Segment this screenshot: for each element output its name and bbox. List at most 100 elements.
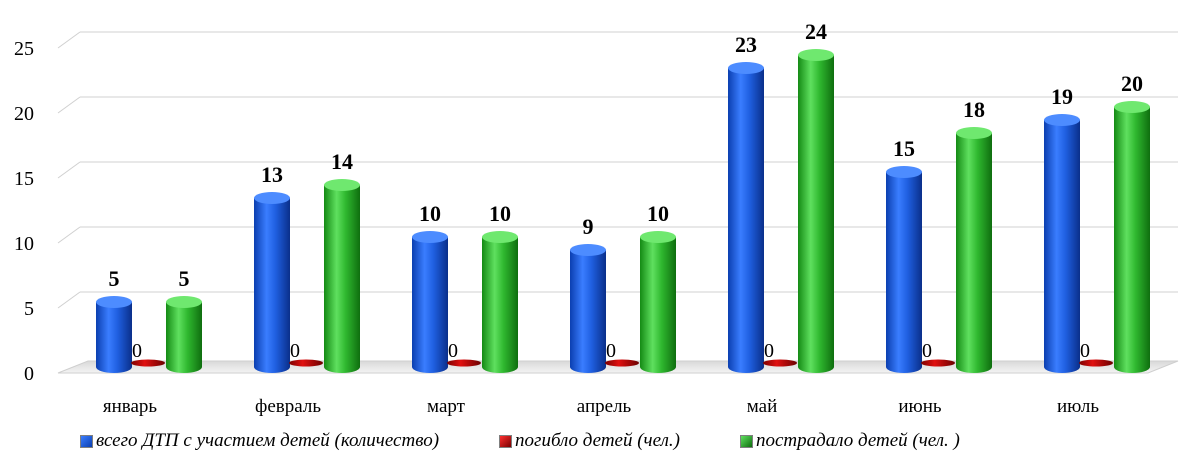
data-label-total: 10 — [419, 201, 441, 226]
gridline-side — [57, 226, 81, 244]
bar-total-cap — [886, 166, 922, 178]
data-label-injured: 18 — [963, 97, 985, 122]
legend-label-injured: пострадало детей (чел. ) — [755, 430, 960, 451]
bar-total — [1044, 114, 1080, 373]
bar-injured-cap — [324, 179, 360, 191]
bar-injured — [798, 49, 834, 373]
bar-died — [289, 359, 323, 367]
bar-injured — [166, 296, 202, 373]
legend-item-total: всего ДТП с участием детей (количество) — [80, 430, 439, 452]
bar-total-cap — [728, 62, 764, 74]
bar-total-body — [570, 250, 606, 373]
data-label-died: 0 — [922, 340, 932, 362]
data-label-total: 5 — [109, 266, 120, 291]
data-label-died: 0 — [606, 340, 616, 362]
bar-injured-cap — [956, 127, 992, 139]
data-label-died: 0 — [448, 340, 458, 362]
y-tick-label: 20 — [14, 103, 34, 125]
bar-total — [96, 296, 132, 373]
bar-died — [1079, 359, 1113, 367]
data-label-injured: 5 — [179, 266, 190, 291]
bar-total-body — [1044, 120, 1080, 373]
bar-injured-cap — [166, 296, 202, 308]
data-label-injured: 10 — [647, 201, 669, 226]
legend-item-died: погибло детей (чел.) — [499, 430, 680, 452]
data-label-died: 0 — [764, 340, 774, 362]
bar-injured — [1114, 101, 1150, 373]
legend-item-injured: пострадало детей (чел. ) — [739, 430, 960, 452]
bar-injured-body — [956, 133, 992, 373]
bar-injured — [482, 231, 518, 373]
bar-died — [447, 359, 481, 367]
data-label-injured: 20 — [1121, 71, 1143, 96]
data-labels: 5 0 5 13 0 14 10 0 10 9 0 10 23 0 24 15 0 18 19 0 20 — [109, 19, 1144, 362]
legend-label-total: всего ДТП с участием детей (количество) — [96, 430, 440, 451]
bar-total-cap — [1044, 114, 1080, 126]
bars — [96, 49, 1150, 373]
bar-total-cap — [96, 296, 132, 308]
bar-injured — [324, 179, 360, 373]
legend-swatch-green — [739, 434, 753, 448]
data-label-died: 0 — [1080, 340, 1090, 362]
bar-total — [570, 244, 606, 373]
x-axis-ticks: январь февраль март апрель май июнь июль — [103, 396, 1099, 417]
legend-swatch-red — [499, 434, 513, 448]
bar-total — [728, 62, 764, 373]
bar-injured-cap — [798, 49, 834, 61]
data-label-died: 0 — [290, 340, 300, 362]
data-label-total: 15 — [893, 136, 915, 161]
bar-injured-cap — [1114, 101, 1150, 113]
bar-total-cap — [570, 244, 606, 256]
data-label-died: 0 — [132, 340, 142, 362]
gridline-side — [57, 96, 81, 114]
data-label-injured: 14 — [331, 149, 353, 174]
y-tick-label: 15 — [14, 168, 34, 190]
x-tick-label: май — [747, 396, 778, 417]
bar-total — [254, 192, 290, 373]
bar-died — [605, 359, 639, 367]
bar-injured-body — [482, 237, 518, 373]
bar-total-body — [412, 237, 448, 373]
data-label-total: 9 — [583, 214, 594, 239]
data-label-total: 19 — [1051, 84, 1073, 109]
gridlines — [57, 31, 1178, 309]
bar-total — [412, 231, 448, 373]
y-axis-ticks: 0 5 10 15 20 25 — [14, 38, 34, 385]
gridline-side — [57, 291, 81, 309]
y-tick-label: 25 — [14, 38, 34, 60]
bar-injured-cap — [640, 231, 676, 243]
bar-total-body — [728, 68, 764, 373]
y-tick-label: 10 — [14, 233, 34, 255]
x-tick-label: январь — [103, 396, 158, 417]
legend-swatch-blue — [80, 434, 93, 448]
bar-died — [131, 359, 165, 367]
x-tick-label: июнь — [898, 396, 942, 417]
x-tick-label: апрель — [577, 396, 632, 417]
bar-injured-cap — [482, 231, 518, 243]
bar-injured-body — [798, 55, 834, 373]
bar-total-cap — [254, 192, 290, 204]
bar-injured — [640, 231, 676, 373]
bar-total-cap — [412, 231, 448, 243]
bar-total — [886, 166, 922, 373]
bar-died — [763, 359, 797, 367]
data-label-injured: 10 — [489, 201, 511, 226]
gridline-side — [57, 161, 81, 179]
data-label-injured: 24 — [805, 19, 827, 44]
y-tick-label: 0 — [24, 363, 34, 385]
bar-total-body — [254, 198, 290, 373]
bar-died — [921, 359, 955, 367]
y-tick-label: 5 — [24, 298, 34, 320]
legend: всего ДТП с участием детей (количество) … — [80, 428, 1180, 454]
bar-injured — [956, 127, 992, 373]
bar-injured-body — [166, 302, 202, 373]
bar-injured-body — [324, 185, 360, 373]
x-tick-label: март — [427, 396, 466, 417]
bar-injured-body — [640, 237, 676, 373]
legend-label-died: погибло детей (чел.) — [515, 430, 680, 451]
data-label-total: 23 — [735, 32, 757, 57]
gridline-side — [57, 31, 81, 49]
data-label-total: 13 — [261, 162, 283, 187]
x-tick-label: февраль — [255, 396, 321, 417]
